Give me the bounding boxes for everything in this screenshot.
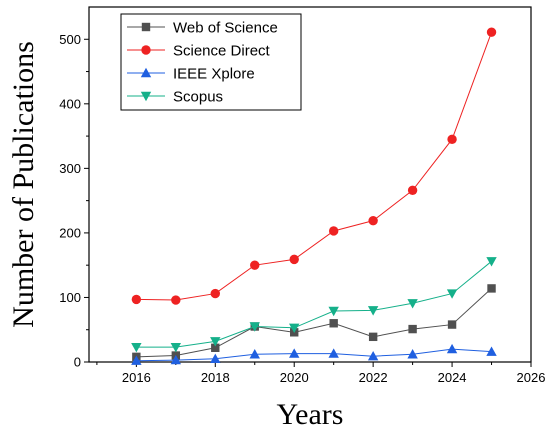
series-line	[136, 348, 492, 362]
y-tick-label: 500	[59, 32, 81, 47]
data-point	[368, 332, 378, 342]
x-axis: 2016 2018 2020 2022 2024 2026	[96, 362, 546, 385]
legend-label: Science Direct	[173, 43, 271, 60]
x-axis-title: Years	[277, 398, 344, 431]
legend-label: IEEE Xplore	[173, 66, 255, 83]
plot-frame	[88, 6, 532, 363]
data-point	[210, 288, 220, 299]
data-point	[407, 299, 418, 309]
data-point	[289, 254, 299, 265]
legend-item: Science Direct	[127, 43, 271, 60]
legend-marker	[141, 22, 151, 32]
data-point	[249, 349, 260, 359]
legend-item: Scopus	[127, 89, 223, 106]
data-point	[486, 27, 497, 37]
y-tick-label: 0	[74, 355, 81, 370]
legend-box	[120, 13, 302, 111]
data-point	[446, 343, 458, 354]
y-axis-title: Number of Publications	[7, 41, 40, 328]
data-point	[328, 348, 339, 358]
series-science-direct	[131, 27, 497, 305]
y-tick-label: 300	[59, 161, 81, 176]
legend-label: Scopus	[173, 89, 223, 106]
data-point	[367, 350, 379, 361]
data-point	[131, 342, 142, 353]
x-tick-label: 2026	[517, 370, 546, 385]
series-scopus	[131, 257, 497, 353]
x-tick-label: 2020	[280, 370, 309, 385]
y-tick-label: 200	[59, 225, 81, 240]
legend-item: IEEE Xplore	[127, 66, 255, 83]
data-point	[289, 323, 300, 333]
data-point	[486, 346, 497, 356]
data-point	[210, 337, 221, 347]
data-point	[131, 355, 142, 365]
legend: Web of Science Science Direct IEEE Xplore S…	[120, 13, 302, 111]
x-tick-label: 2022	[359, 370, 388, 385]
data-point	[289, 348, 300, 358]
data-point	[250, 260, 260, 270]
data-point	[407, 185, 418, 196]
series-line	[136, 31, 493, 301]
data-point	[447, 134, 457, 145]
legend-label: Web of Science	[173, 20, 278, 37]
legend-item: Web of Science	[127, 20, 278, 37]
legend-marker	[140, 91, 152, 102]
data-point	[131, 294, 142, 305]
data-point	[368, 215, 378, 226]
x-tick-label: 2024	[438, 370, 467, 385]
legend-marker	[140, 67, 152, 78]
data-point	[407, 349, 418, 359]
y-axis: 0 100 200 300 400 500	[59, 32, 89, 370]
series-ieee-xplore	[131, 343, 497, 365]
data-point	[447, 320, 457, 329]
data-point	[211, 343, 220, 352]
x-tick-label: 2016	[122, 370, 151, 385]
data-point	[328, 226, 339, 236]
data-point	[408, 324, 417, 334]
series-layer	[131, 27, 497, 365]
series-line	[136, 288, 492, 358]
data-point	[249, 322, 260, 332]
data-point	[171, 295, 181, 305]
data-point	[170, 354, 182, 365]
data-point	[329, 319, 338, 328]
legend-marker	[141, 45, 151, 55]
data-point	[328, 306, 339, 317]
x-tick-label: 2018	[201, 370, 230, 385]
data-point	[486, 257, 497, 267]
y-tick-label: 100	[59, 290, 81, 305]
data-point	[170, 342, 182, 353]
y-tick-label: 400	[59, 96, 81, 111]
data-point	[487, 284, 496, 293]
data-point	[367, 306, 379, 316]
series-line	[136, 260, 492, 348]
data-point	[446, 289, 458, 299]
data-point	[210, 353, 221, 363]
